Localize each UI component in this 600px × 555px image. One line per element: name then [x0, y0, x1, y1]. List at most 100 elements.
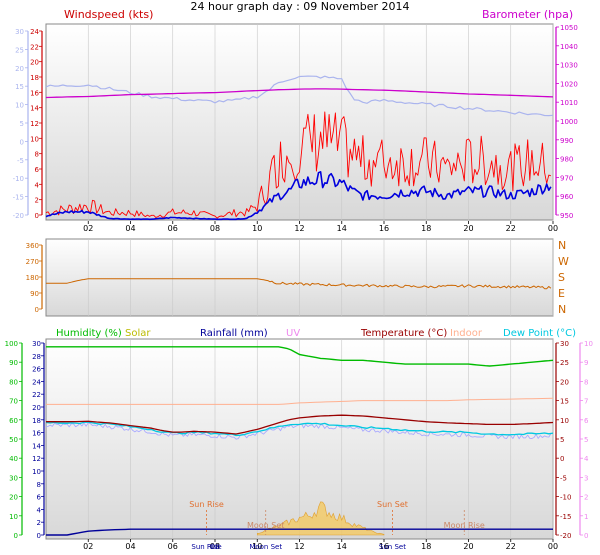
wind-axis-tick-label: 2: [35, 197, 39, 205]
uv-axis-tick-label: 9: [584, 359, 588, 367]
uv-axis-tick-label: 2: [584, 494, 588, 502]
temperature-legend: Temperature (°C): [360, 328, 447, 339]
temperature-axis-tick-label: 25: [560, 359, 569, 367]
temperature-axis-tick-label: 5: [560, 436, 564, 444]
wind-axis-tick-label: 22: [30, 43, 39, 51]
dewpoint-series: [45, 421, 554, 437]
rain-axis-tick-label: 20: [32, 404, 41, 412]
temperature-axis-tick-label: 0: [560, 455, 564, 463]
uv-axis-tick-label: 1: [584, 513, 588, 521]
wind-axis-tick-label: 18: [30, 74, 39, 82]
temperature-axis-tick-label: 30: [560, 340, 569, 348]
uv-axis-tick-label: 4: [584, 455, 589, 463]
compass-label: W: [558, 255, 569, 268]
event-label: Moon Rise: [444, 521, 485, 530]
wind-direction-series: [46, 278, 552, 290]
wind-axis-tick-label: 12: [30, 120, 39, 128]
temp-axis-tick-label: 30: [15, 28, 24, 36]
uv-axis-tick-label: 7: [584, 398, 588, 406]
humidity-axis-tick-label: 10: [9, 513, 18, 521]
climate-x-tick-label: 20: [463, 542, 473, 551]
wind-barometer-chart: 302520151050-5-10-15-2024222018161412108…: [13, 8, 578, 233]
humidity-axis-tick-label: 60: [9, 417, 18, 425]
wind-axis-tick-label: 20: [30, 59, 39, 67]
temperature-axis-tick-label: -20: [560, 532, 571, 540]
temperature-series: [45, 75, 554, 117]
rainfall-series: [46, 528, 553, 536]
direction-axis-tick-label: 0: [35, 306, 39, 314]
rain-axis-tick-label: 8: [37, 481, 41, 489]
bottom-event-tick-label: Sun Rise: [191, 543, 221, 551]
uv-axis-tick-label: 0: [584, 532, 588, 540]
temp-axis-tick-label: -5: [17, 157, 24, 165]
wind-average-series: [45, 171, 552, 221]
rain-axis-tick-label: 22: [32, 391, 41, 399]
compass-label: N: [558, 239, 566, 252]
temp-axis-tick-label: 25: [15, 46, 24, 54]
baro-axis-tick-label: 1020: [560, 80, 578, 88]
indoor-legend: Indoor: [450, 328, 483, 339]
humidity-axis-tick-label: 20: [9, 494, 18, 502]
bottom-event-tick-label: Moon Set: [249, 543, 282, 551]
direction-axis-tick-label: 270: [26, 258, 39, 266]
humidity-legend: Humidity (%): [56, 328, 122, 339]
compass-label: E: [558, 287, 565, 300]
rain-axis-tick-label: 14: [32, 442, 41, 450]
humidity-axis-tick-label: 70: [9, 398, 18, 406]
temp-axis-tick-label: -10: [13, 175, 24, 183]
apparent-temperature-series: [45, 422, 552, 440]
humidity-axis-tick-label: 90: [9, 359, 18, 367]
temp-axis-tick-label: 20: [15, 65, 24, 73]
humidity-axis-tick-label: 0: [14, 532, 18, 540]
event-label: Moon Set: [247, 521, 284, 530]
climate-x-tick-label: 12: [294, 542, 304, 551]
uv-axis-tick-label: 10: [584, 340, 593, 348]
bottom-event-tick-label: Sun Set: [379, 543, 406, 551]
uv-axis-tick-label: 6: [584, 417, 589, 425]
baro-axis-tick-label: 1040: [560, 43, 578, 51]
rainfall-legend: Rainfall (mm): [200, 328, 268, 339]
humidity-axis-tick-label: 100: [5, 340, 18, 348]
page-title: 24 hour graph day : 09 November 2014: [190, 0, 409, 13]
barometer-series: [45, 88, 554, 99]
wind-x-tick-label: 16: [379, 224, 389, 233]
windspeed-legend: Windspeed (kts): [64, 8, 153, 21]
temp-axis-tick-label: -20: [13, 212, 24, 220]
bottom-event-tick-label: 08: [211, 543, 220, 551]
temp-axis-tick-label: 10: [15, 102, 24, 110]
climate-x-tick-label: 22: [506, 542, 516, 551]
wind-x-tick-label: 12: [294, 224, 304, 233]
rain-axis-tick-label: 4: [37, 506, 42, 514]
barometer-legend: Barometer (hpa): [482, 8, 573, 21]
uv-axis-tick-label: 8: [584, 378, 588, 386]
rain-axis-tick-label: 10: [32, 468, 41, 476]
climate-x-tick-label: 08: [210, 542, 220, 551]
compass-label: S: [558, 271, 565, 284]
dewpoint-legend: Dew Point (°C): [503, 328, 576, 339]
wind-axis-tick-label: 4: [35, 181, 40, 189]
wind-x-tick-label: 04: [125, 224, 135, 233]
wind-x-tick-label: 14: [337, 224, 347, 233]
climate-x-tick-label: 18: [421, 542, 431, 551]
temp-axis-tick-label: 15: [15, 83, 24, 91]
rain-axis-tick-label: 24: [32, 378, 41, 386]
rain-axis-tick-label: 26: [32, 366, 41, 374]
uv-axis-tick-label: 3: [584, 474, 588, 482]
wind-x-tick-label: 22: [506, 224, 516, 233]
baro-axis-tick-label: 1010: [560, 99, 578, 107]
indoor-temperature-series: [46, 397, 554, 405]
event-label: Sun Set: [377, 500, 408, 509]
wind-axis-tick-label: 0: [35, 212, 39, 220]
temperature-axis-tick-label: -15: [560, 513, 571, 521]
baro-axis-tick-label: 990: [560, 137, 573, 145]
humidity-axis-tick-label: 30: [9, 474, 18, 482]
rain-axis-tick-label: 28: [32, 353, 41, 361]
baro-axis-tick-label: 980: [560, 156, 573, 164]
temperature-series: [46, 414, 554, 435]
temperature-axis-tick-label: 20: [560, 378, 569, 386]
temperature-axis-tick-label: -10: [560, 494, 571, 502]
event-label: Sun Rise: [189, 500, 224, 509]
wind-x-tick-label: 02: [83, 224, 93, 233]
